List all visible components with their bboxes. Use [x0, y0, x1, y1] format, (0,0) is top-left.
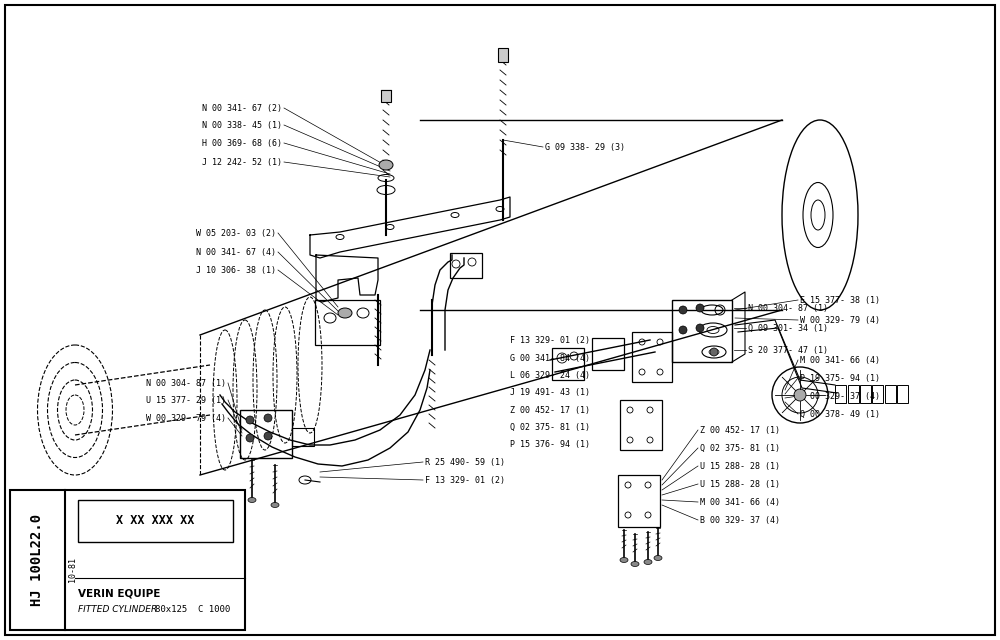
Bar: [552, 348, 584, 380]
Bar: [618, 475, 660, 527]
Bar: [240, 410, 292, 458]
Ellipse shape: [338, 308, 352, 318]
Text: N 00 341- 67 (2): N 00 341- 67 (2): [202, 104, 282, 113]
Text: HJ 100L22.0: HJ 100L22.0: [30, 514, 44, 606]
Text: FITTED CYLINDER: FITTED CYLINDER: [78, 605, 157, 614]
Bar: [292, 428, 314, 446]
Bar: [315, 300, 380, 345]
Text: R 25 490- 59 (1): R 25 490- 59 (1): [425, 458, 505, 467]
Ellipse shape: [379, 160, 393, 170]
Bar: [848, 385, 859, 403]
Text: U 15 377- 29 (1): U 15 377- 29 (1): [146, 396, 226, 404]
Text: S 20 377- 47 (1): S 20 377- 47 (1): [748, 346, 828, 355]
Bar: [885, 385, 896, 403]
Bar: [632, 332, 672, 382]
Text: R 00 329- 37 (4): R 00 329- 37 (4): [800, 392, 880, 401]
Text: E 15 377- 38 (1): E 15 377- 38 (1): [800, 296, 880, 305]
Circle shape: [264, 432, 272, 440]
Circle shape: [246, 416, 254, 424]
Bar: [592, 338, 624, 370]
Text: N 00 304- 87 (1): N 00 304- 87 (1): [146, 378, 226, 387]
Text: P 15 376- 94 (1): P 15 376- 94 (1): [510, 440, 590, 449]
Text: W 00 329- 79 (4): W 00 329- 79 (4): [800, 316, 880, 324]
Ellipse shape: [620, 557, 628, 563]
Text: F 13 329- 01 (2): F 13 329- 01 (2): [510, 335, 590, 344]
Bar: [381, 90, 391, 102]
Text: U 15 288- 28 (1): U 15 288- 28 (1): [700, 479, 780, 488]
Circle shape: [679, 306, 687, 314]
Bar: [860, 385, 871, 403]
Text: 80x125  C 1000: 80x125 C 1000: [155, 605, 230, 614]
Text: N 00 304- 87 (1): N 00 304- 87 (1): [748, 303, 828, 312]
Bar: [872, 385, 883, 403]
Ellipse shape: [271, 502, 279, 508]
Text: Q 09 301- 34 (1): Q 09 301- 34 (1): [748, 323, 828, 333]
Text: W 00 329- 79 (4): W 00 329- 79 (4): [146, 413, 226, 422]
Text: Q 00 378- 49 (1): Q 00 378- 49 (1): [800, 410, 880, 419]
Text: B 00 329- 37 (4): B 00 329- 37 (4): [700, 515, 780, 525]
Bar: [450, 253, 482, 278]
Bar: [78, 500, 233, 542]
Circle shape: [246, 434, 254, 442]
Text: H 00 369- 68 (6): H 00 369- 68 (6): [202, 138, 282, 147]
Text: J 19 491- 43 (1): J 19 491- 43 (1): [510, 387, 590, 397]
Text: VERIN EQUIPE: VERIN EQUIPE: [78, 589, 160, 599]
Text: U 15 288- 28 (1): U 15 288- 28 (1): [700, 461, 780, 470]
Bar: [498, 48, 508, 62]
Text: X XX XXX XX: X XX XXX XX: [116, 515, 195, 527]
Text: P 19 375- 94 (1): P 19 375- 94 (1): [800, 374, 880, 383]
Text: G 00 341- 84 (4): G 00 341- 84 (4): [510, 353, 590, 362]
Circle shape: [696, 304, 704, 312]
Text: Z 00 452- 17 (1): Z 00 452- 17 (1): [700, 426, 780, 435]
Text: Z 00 452- 17 (1): Z 00 452- 17 (1): [510, 406, 590, 415]
Text: 10-81: 10-81: [68, 557, 77, 582]
Circle shape: [679, 326, 687, 334]
Ellipse shape: [631, 561, 639, 566]
Ellipse shape: [644, 559, 652, 564]
Text: J 10 306- 38 (1): J 10 306- 38 (1): [196, 266, 276, 275]
Text: Q 02 375- 81 (1): Q 02 375- 81 (1): [510, 422, 590, 431]
Text: J 12 242- 52 (1): J 12 242- 52 (1): [202, 157, 282, 166]
Bar: [672, 300, 732, 362]
Text: N 00 338- 45 (1): N 00 338- 45 (1): [202, 120, 282, 129]
Circle shape: [696, 324, 704, 332]
Bar: [835, 385, 846, 403]
Bar: [10, 490, 245, 630]
Text: Q 02 375- 81 (1): Q 02 375- 81 (1): [700, 444, 780, 452]
Circle shape: [710, 348, 718, 356]
Ellipse shape: [248, 497, 256, 502]
Text: F 13 329- 01 (2): F 13 329- 01 (2): [425, 476, 505, 484]
Text: M 00 341- 66 (4): M 00 341- 66 (4): [700, 497, 780, 506]
Ellipse shape: [654, 556, 662, 561]
Text: L 06 329- 24 (4): L 06 329- 24 (4): [510, 371, 590, 380]
Circle shape: [794, 389, 806, 401]
Text: G 09 338- 29 (3): G 09 338- 29 (3): [545, 143, 625, 152]
Circle shape: [264, 414, 272, 422]
Text: N 00 341- 67 (4): N 00 341- 67 (4): [196, 248, 276, 257]
Bar: [897, 385, 908, 403]
Bar: [620, 400, 662, 450]
Text: M 00 341- 66 (4): M 00 341- 66 (4): [800, 355, 880, 365]
Text: W 05 203- 03 (2): W 05 203- 03 (2): [196, 228, 276, 237]
